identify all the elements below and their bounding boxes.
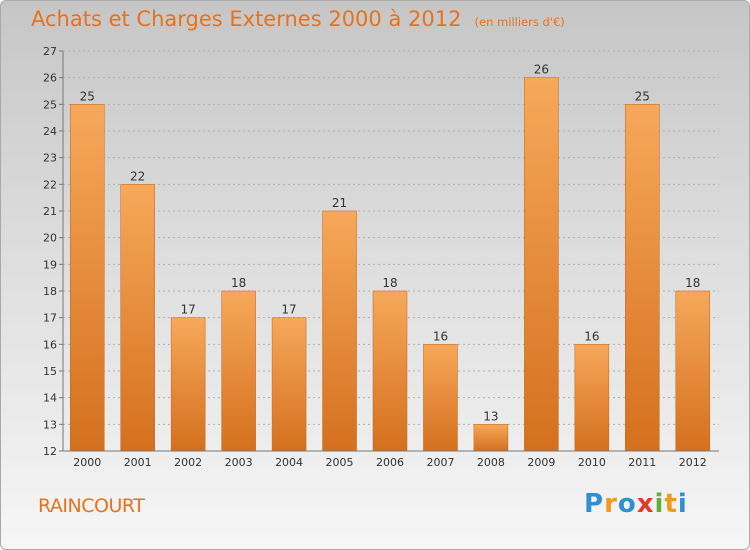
chart-title-block: Achats et Charges Externes 2000 à 2012 (… [31,7,565,31]
logo-letter: x [636,489,655,519]
logo-letter: P [584,489,605,519]
y-tick-label: 18 [43,285,57,298]
y-tick-label: 12 [43,445,57,458]
x-tick-label: 2003 [225,456,253,469]
gridlines [63,50,719,452]
bar-2003 [221,290,256,452]
y-tick-label: 13 [43,418,57,431]
y-axis: 12 13 14 15 16 17 18 19 20 21 22 23 24 25 26 27 [43,45,64,458]
bar-value-label: 13 [483,409,498,423]
x-tick-label: 2002 [174,456,202,469]
y-tick-label: 25 [43,98,57,111]
bar-value-label: 18 [382,276,397,290]
bar-value-label: 18 [231,276,246,290]
bar-value-label: 21 [332,196,347,210]
x-tick-label: 2006 [376,456,404,469]
x-tick-label: 2012 [679,456,707,469]
bars: 25 22 17 18 17 21 18 16 13 26 16 25 18 [69,63,711,452]
chart-title: Achats et Charges Externes 2000 à 2012 [31,7,462,31]
x-tick-label: 2005 [326,456,354,469]
bar-value-label: 18 [685,276,700,290]
y-tick-label: 20 [43,232,57,245]
logo-letter: i [677,489,688,519]
x-tick-label: 2000 [73,456,101,469]
bar-2011 [625,104,660,452]
bar-value-label: 16 [584,329,599,343]
chart-subtitle: (en milliers d'€) [474,15,565,29]
x-tick-label: 2009 [527,456,555,469]
x-tick-label: 2004 [275,456,303,469]
x-tick-label: 2007 [426,456,454,469]
y-tick-label: 16 [43,338,57,351]
x-tick-label: 2011 [628,456,656,469]
y-tick-label: 19 [43,258,57,271]
y-tick-label: 17 [43,312,57,325]
bar-value-label: 26 [534,63,549,77]
logo-letter: r [604,489,618,519]
bar-2012 [675,290,711,452]
bar-2004 [271,317,307,452]
x-axis: 2000 2001 2002 2003 2004 2005 2006 2007 2008 2009… [63,450,719,469]
bar-2005 [322,210,357,452]
logo-letter: o [617,489,637,519]
bar-2001 [120,184,155,452]
y-tick-label: 24 [43,125,57,138]
bar-value-label: 25 [635,89,650,103]
y-tick-label: 15 [43,365,57,378]
y-tick-label: 23 [43,152,57,165]
bar-value-label: 17 [281,303,296,317]
bar-2009 [524,77,559,452]
y-tick-label: 27 [43,45,57,58]
bar-value-label: 25 [80,89,95,103]
x-tick-label: 2001 [124,456,152,469]
y-tick-label: 21 [43,205,57,218]
bar-2006 [372,290,408,452]
bar-value-label: 22 [130,169,145,183]
bar-2007 [423,344,458,452]
y-tick-label: 22 [43,178,57,191]
bar-2000 [69,104,105,452]
logo-letter: t [664,489,678,519]
bar-value-label: 16 [433,329,448,343]
y-tick-label: 14 [43,392,57,405]
bar-2010 [574,344,610,452]
logo-letter: i [654,489,665,519]
x-tick-label: 2010 [578,456,606,469]
x-tick-label: 2008 [477,456,505,469]
proxiti-logo: Proxiti [584,489,688,519]
bar-2008 [473,424,509,452]
bar-value-label: 17 [181,303,196,317]
y-tick-label: 26 [43,72,57,85]
commune-name: RAINCOURT [38,495,145,517]
bar-2002 [170,317,206,452]
